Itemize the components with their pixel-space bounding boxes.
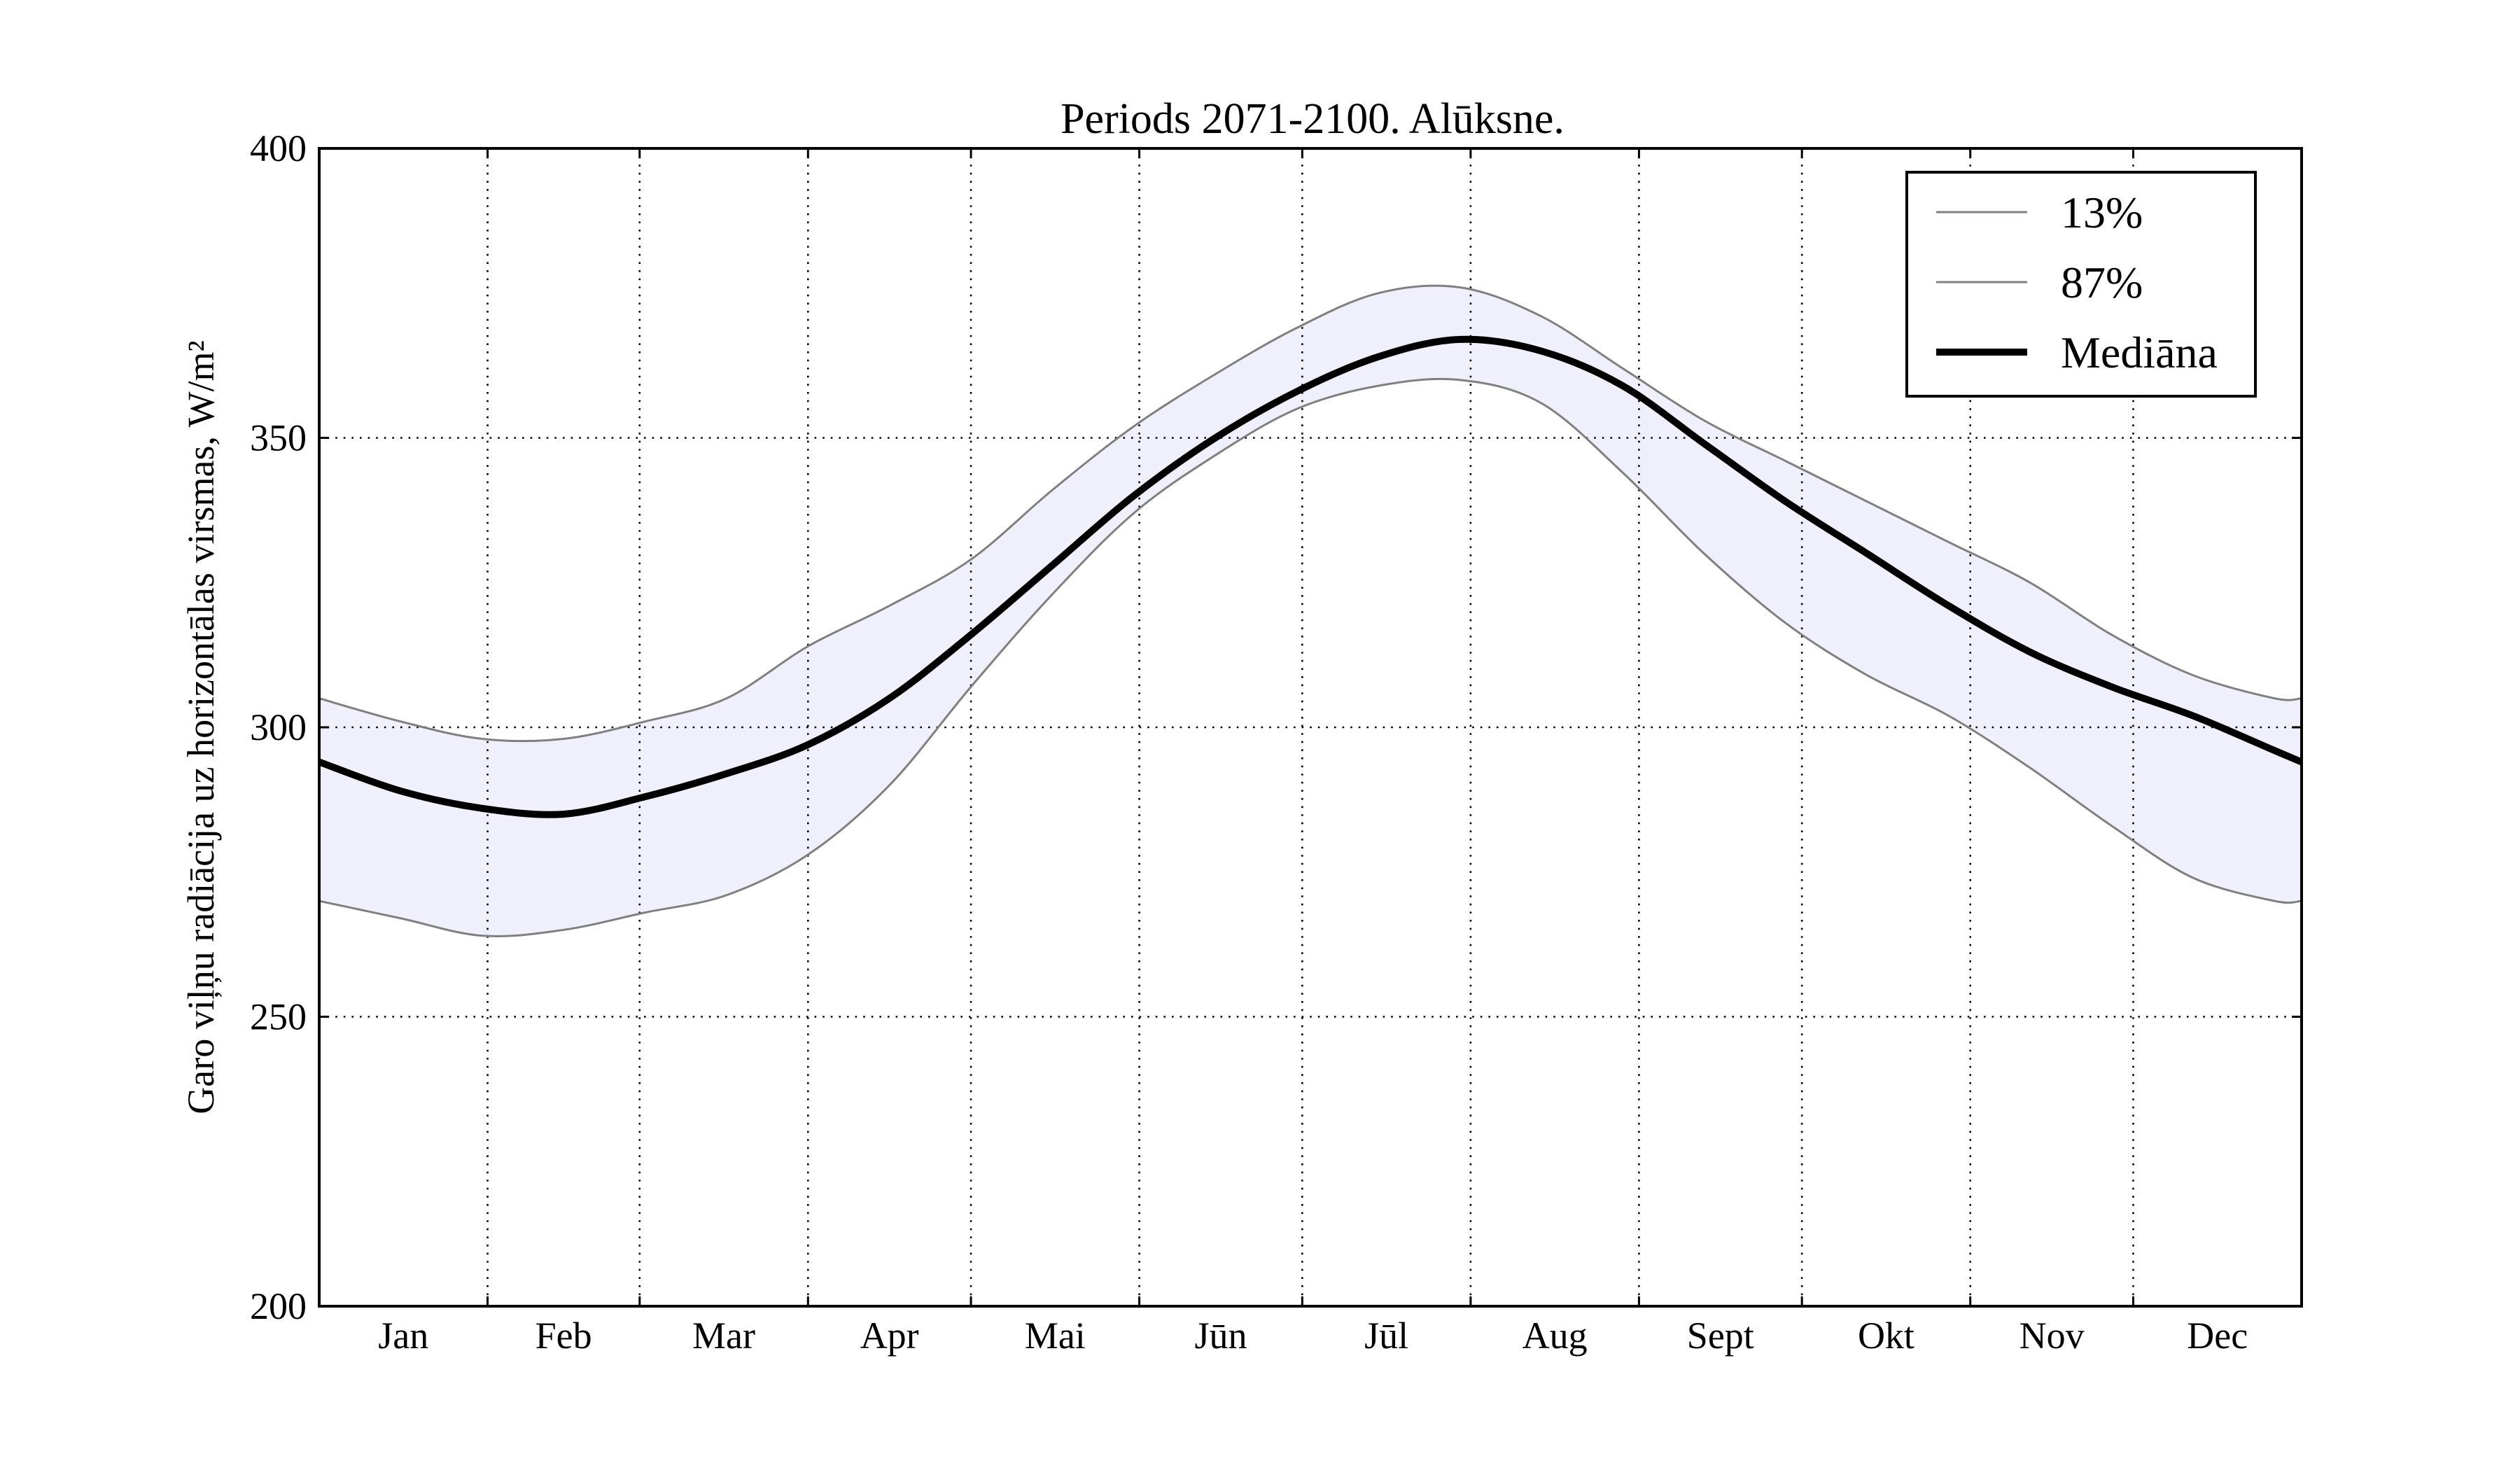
series-line-13: [318, 377, 2302, 937]
x-tick-label: Mar: [692, 1315, 755, 1357]
y-tick-label: 300: [250, 706, 307, 748]
percentile-band: [319, 286, 2302, 937]
x-tick-label: Nov: [2019, 1315, 2085, 1357]
x-tick-label: Mai: [1025, 1315, 1086, 1357]
legend-label: 87%: [2061, 258, 2143, 307]
legend-label: Mediāna: [2061, 328, 2218, 377]
legend-box: [1905, 171, 2257, 398]
series-line-87: [318, 284, 2302, 743]
y-axis-label: Garo viļņu radiācija uz horizontālas vir…: [180, 340, 222, 1114]
series-line-median: [318, 335, 2303, 818]
y-tick-label: 400: [250, 127, 307, 169]
x-tick-label: Jan: [378, 1315, 428, 1357]
x-tick-label: Jūn: [1194, 1315, 1247, 1357]
y-tick-label: 350: [250, 417, 307, 459]
legend: 13% 87% Mediāna: [1905, 171, 2257, 398]
x-tick-label: Aug: [1522, 1315, 1588, 1357]
x-tick-label: Sept: [1687, 1315, 1754, 1357]
x-tick-label: Okt: [1858, 1315, 1914, 1357]
x-tick-label: Dec: [2187, 1315, 2248, 1357]
y-tick-label: 250: [250, 996, 307, 1038]
y-tick-label: 200: [250, 1285, 307, 1327]
x-tick-label: Feb: [536, 1315, 592, 1357]
legend-label: 13%: [2061, 188, 2143, 237]
x-tick-label: Apr: [860, 1315, 919, 1357]
chart-title: Periods 2071-2100. Alūksne.: [1060, 95, 1564, 143]
x-tick-label: Jūl: [1364, 1315, 1408, 1357]
